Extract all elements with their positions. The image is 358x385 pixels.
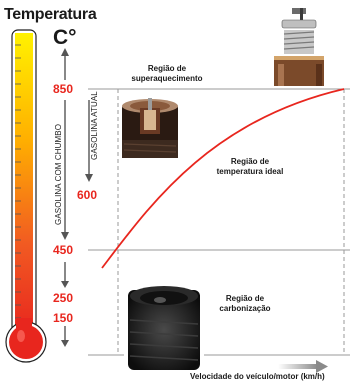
tick-label-450: 450 [53,243,74,257]
diagram-title: Temperatura [4,6,97,23]
tick-label-850: 850 [53,82,74,96]
tick-label-150: 150 [53,311,74,325]
spark-plug-carbonization-image [124,282,204,372]
region-carbonization-line-2: carbonização [219,304,271,313]
region-ideal-label: Região de temperatura ideal [210,157,290,177]
current-gasoline-label: GASOLINA ATUAL [90,91,99,160]
tick-label-250: 250 [53,291,74,305]
region-ideal-line-2: temperatura ideal [216,167,284,176]
spark-plug-ideal-image [120,96,180,158]
temperature-curve [101,88,345,269]
dashed-guides [117,89,345,355]
region-ideal-line-1: Região de [230,157,270,166]
lead-gasoline-label: GASOLINA COM CHUMBO [54,123,63,225]
region-carbonization-line-1: Região de [225,294,265,303]
region-overheating-line-1: Região de [147,64,187,73]
thermometer [5,29,47,363]
tick-label-600: 600 [77,188,98,202]
temperature-unit: C° [53,26,77,49]
scale-arrows [61,48,93,347]
x-axis-label: Velocidade do veículo/motor (km/h) [190,372,325,381]
region-carbonization-label: Região de carbonização [210,294,280,314]
spark-plug-overheating-image [270,6,328,86]
speed-arrow [278,360,328,373]
region-overheating-label: Região de superaquecimento [118,64,216,84]
thermometer-scale [15,44,21,319]
region-overheating-line-2: superaquecimento [131,74,203,83]
